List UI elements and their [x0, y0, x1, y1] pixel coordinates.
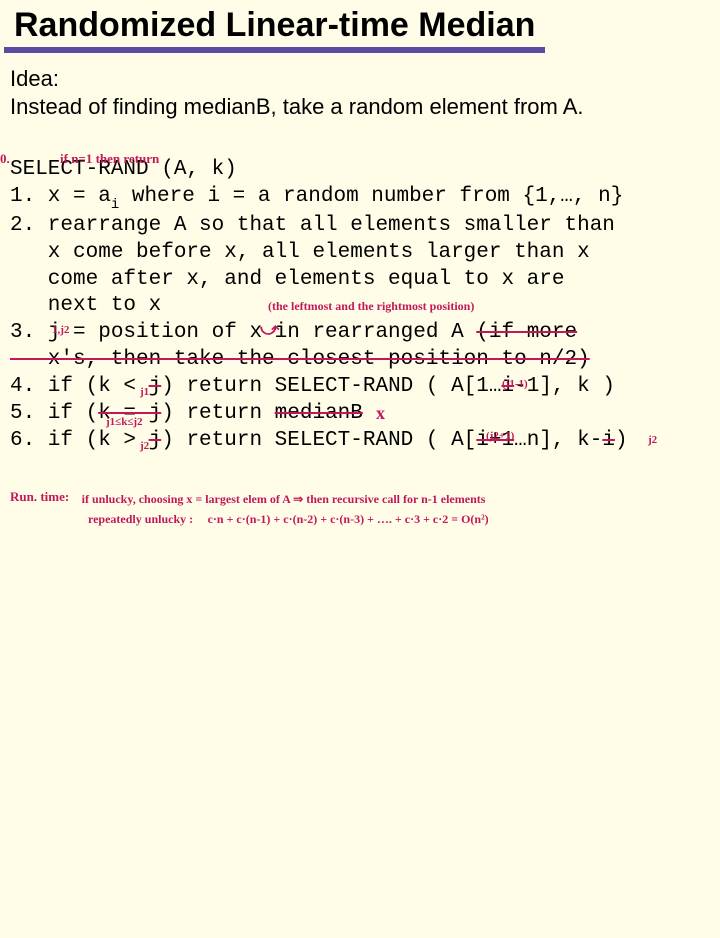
ann-runtime-line2a: repeatedly unlucky : — [88, 512, 193, 526]
code-line2b: x come before x, all elements larger tha… — [10, 241, 590, 264]
idea-label: Idea: — [10, 65, 710, 93]
code-line2c: come after x, and elements equal to x ar… — [10, 268, 565, 291]
ann-j1j2: 1,j2 — [52, 324, 69, 336]
code-line6: 6. if (k > j) return SELECT-RAND ( A[i+1… — [10, 429, 628, 452]
ann-x-return: x — [376, 404, 385, 424]
ann-tail-j2: j2 — [648, 434, 657, 446]
ann-j2plus1: (j2+1) — [486, 430, 514, 442]
ann-j2-cond6: j2 — [140, 440, 149, 452]
ann-runtime-label: Run. time: — [10, 490, 69, 504]
ann-runtime-line2b: c·n + c·(n-1) + c·(n-2) + c·(n-3) + …. +… — [208, 512, 489, 526]
idea-text: Instead of finding medianB, take a rando… — [10, 93, 710, 121]
code-line2: 2. rearrange A so that all elements smal… — [10, 214, 615, 237]
ann-j1kj2: j1≤k≤j2 — [106, 416, 143, 428]
code-line1: 1. x = ai where i = a random number from… — [10, 185, 623, 208]
code-line3: 3. j = position of x in rearranged A (if… — [10, 321, 577, 344]
code-line5: 5. if (k = j) return medianB — [10, 402, 363, 425]
code-line2d: next to x — [10, 294, 161, 317]
ann-leftmost-note: (the leftmost and the rightmost position… — [268, 300, 474, 313]
code-block: SELECT-RAND (A, k) 1. x = ai where i = a… — [0, 124, 720, 938]
ann-zero-marker: 0. — [0, 152, 10, 166]
page-title: Randomized Linear-time Median — [4, 0, 545, 53]
ann-j1-cond4: j1 — [140, 386, 149, 398]
ann-runtime-line1: if unlucky, choosing x = largest elem of… — [82, 493, 486, 506]
ann-j1minus1: (j1-1) — [502, 378, 528, 390]
ann-arc-icon: ⤻ — [260, 320, 279, 340]
code-line3b: x's, then take the closest position to n… — [10, 348, 590, 371]
ann-zero-text: if n=1 then return — [60, 152, 159, 166]
